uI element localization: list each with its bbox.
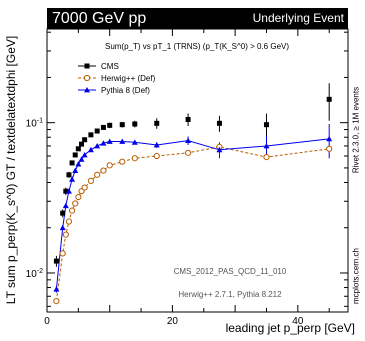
pythia-8-def-point — [65, 188, 72, 194]
chart-title: Sum(p_T) vs pT_1 (TRNS) (p_T(K_S^0) > 0.… — [105, 42, 289, 51]
herwig-def-point — [119, 158, 126, 165]
legend-label-herwig-def: Herwig++ (Def) — [101, 74, 156, 83]
pythia-8-def-point — [216, 146, 223, 153]
pythia-8-def-point — [119, 138, 126, 144]
herwig-def-line — [55, 146, 330, 302]
energy-label: 7000 GeV pp — [52, 10, 147, 27]
herwig-def-point — [68, 207, 76, 214]
cms-point — [66, 172, 72, 178]
cms-point — [154, 120, 160, 126]
herwig-def-point — [153, 152, 160, 160]
site-label: mcplots.cern.ch — [351, 247, 361, 305]
herwig-def-point — [72, 200, 79, 207]
herwig-def-point — [75, 193, 82, 201]
category-label: Underlying Event — [252, 11, 344, 25]
generator-label: Herwig++ 2.7.1, Pythia 8.212 — [178, 290, 282, 299]
x-tick-label: 40 — [292, 316, 304, 327]
legend: CMS Herwig++ (Def) Pythia 8 (Def) — [78, 62, 156, 95]
herwig-def-point — [131, 155, 138, 162]
pythia-8-def-point — [78, 156, 85, 162]
cms-point — [72, 152, 78, 158]
herwig-def-point — [263, 154, 270, 161]
herwig-def-point — [81, 184, 88, 191]
herwig-def-point — [326, 145, 333, 152]
plot-frame — [46, 28, 349, 313]
pythia-8-def-point — [106, 138, 113, 144]
x-axis-label: leading jet p_perp [GeV] — [225, 321, 355, 335]
cms-point — [263, 122, 269, 128]
cms-point — [107, 122, 113, 128]
pythia-8-def-point — [59, 224, 66, 231]
cms-point — [78, 141, 84, 147]
herwig-def-point — [94, 171, 101, 178]
legend-label-cms: CMS — [101, 62, 119, 71]
cms-point — [53, 258, 59, 264]
herwig-def-point — [59, 250, 66, 257]
pythia-8-def-point — [69, 176, 76, 182]
herwig-def-point — [65, 218, 73, 225]
cms-point — [69, 160, 75, 166]
pythia-8-def-point — [87, 146, 94, 153]
y-tick-label: 10-2 — [26, 268, 43, 280]
herwig-def-point — [87, 177, 94, 184]
pythia-8-def-point — [326, 135, 333, 142]
legend-marker-herwig-def — [83, 74, 91, 82]
pythia-8-def-point — [185, 137, 192, 143]
x-tick-label: 0 — [44, 316, 50, 327]
pythia-8-def-point — [94, 142, 101, 149]
cms-point — [88, 132, 94, 138]
x-tick-label: 20 — [167, 316, 179, 327]
pythia-8-def-point — [53, 286, 60, 292]
herwig-def-point — [100, 167, 107, 174]
y-axis-label: LT sum p_perp(K_s^0) GT / textdelatextdp… — [4, 35, 18, 305]
cms-point — [100, 124, 106, 130]
herwig-def-point — [53, 297, 60, 305]
cms-point — [82, 137, 88, 143]
herwig-def-point — [106, 162, 113, 169]
cms-point — [326, 96, 332, 102]
pythia-8-def-point — [75, 161, 82, 167]
cms-point — [75, 146, 81, 152]
rivet-label: Rivet 2.3.0, ≥ 1M events — [351, 86, 361, 174]
herwig-def-point — [62, 231, 69, 238]
pythia-8-def-point — [153, 142, 160, 148]
cms-point — [132, 121, 138, 127]
legend-marker-pythia-8-def — [84, 87, 90, 93]
pythia-8-def-point — [72, 167, 79, 173]
pythia-8-def-point — [131, 139, 138, 145]
pythia-8-def-point — [81, 151, 88, 158]
cms-point — [60, 210, 66, 216]
cms-point — [185, 116, 191, 122]
pythia-8-def-point — [62, 202, 69, 209]
herwig-def-point — [184, 149, 192, 156]
cms-point — [216, 120, 222, 126]
legend-label-pythia-8-def: Pythia 8 (Def) — [101, 86, 150, 95]
cms-point — [63, 188, 69, 194]
y-tick-label: 10-1 — [26, 118, 43, 130]
legend-marker-cms — [84, 63, 90, 69]
analysis-label: CMS_2012_PAS_QCD_11_010 — [174, 267, 287, 276]
cms-point — [94, 128, 100, 134]
pythia-8-def-point — [263, 142, 270, 149]
cms-point — [119, 122, 125, 128]
header-banner: 7000 GeV pp Underlying Event — [47, 8, 348, 29]
pythia-8-def-point — [100, 140, 107, 146]
